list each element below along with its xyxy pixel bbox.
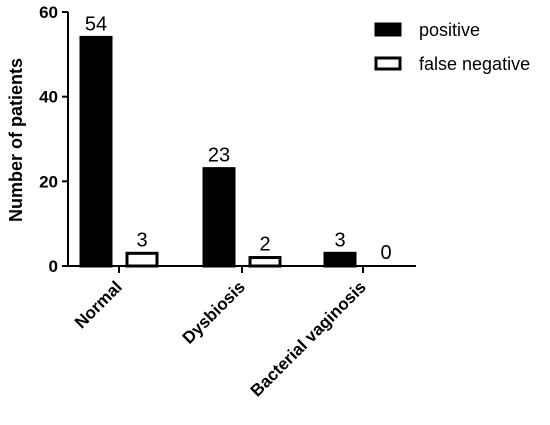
legend-swatch-positive: [374, 22, 402, 37]
data-label: 23: [208, 145, 230, 167]
data-label: 3: [136, 229, 147, 251]
bar-positive-0: [79, 35, 113, 268]
bar-false-negative-0: [125, 251, 159, 268]
y-ticks: 0 20 40 60: [39, 3, 68, 276]
legend-swatch-false-negative: [374, 56, 402, 71]
legend-label: positive: [419, 20, 480, 40]
x-tick-label: Dysbiosis: [179, 277, 249, 347]
x-tick-label: Normal: [71, 277, 126, 332]
bar-false-negative-1: [248, 256, 282, 268]
y-axis: 0 20 40 60: [39, 3, 69, 276]
data-label: 2: [259, 234, 270, 256]
y-axis-title: Number of patients: [6, 58, 26, 222]
y-tick-label: 20: [39, 172, 58, 191]
y-tick-label: 40: [39, 88, 58, 107]
y-tick-label: 0: [49, 257, 58, 276]
y-tick-label: 60: [39, 3, 58, 22]
bar-positive-1: [202, 167, 236, 268]
data-label: 3: [334, 229, 345, 251]
data-label: 0: [380, 242, 391, 264]
bar-positive-2: [323, 251, 357, 268]
legend-label: false negative: [419, 54, 530, 74]
bars: [79, 35, 357, 268]
data-label: 54: [85, 13, 107, 35]
x-tick-label: Bacterial vaginosis: [247, 277, 370, 400]
legend: positive false negative: [374, 20, 530, 74]
